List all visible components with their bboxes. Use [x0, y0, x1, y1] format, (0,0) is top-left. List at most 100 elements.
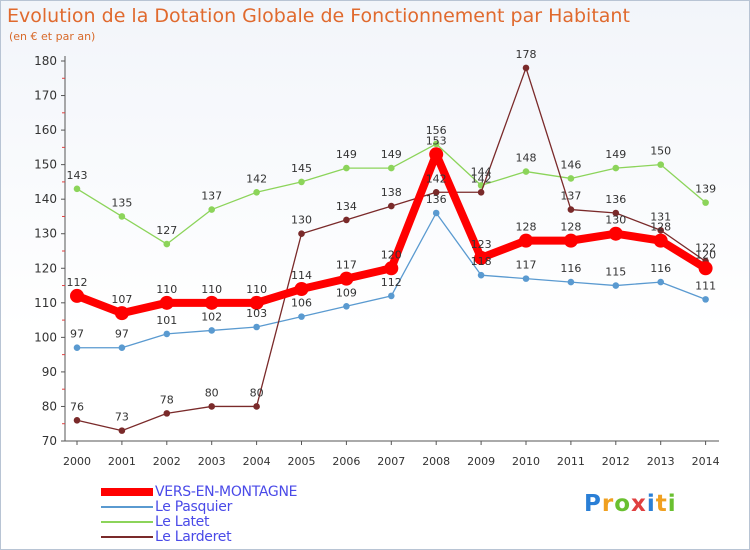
data-label: 136: [426, 193, 447, 206]
data-label: 149: [381, 148, 402, 161]
data-point: [298, 313, 305, 320]
data-point: [388, 292, 395, 300]
data-label: 110: [246, 283, 267, 296]
data-point: [567, 278, 575, 286]
legend-label: VERS-EN-MONTAGNE: [155, 484, 298, 500]
x-tick-label: 2002: [153, 455, 181, 468]
x-tick-label: 2000: [63, 455, 91, 468]
x-tick-label: 2013: [647, 455, 675, 468]
data-label: 127: [156, 224, 177, 237]
data-label: 178: [516, 48, 537, 61]
data-point: [70, 288, 84, 303]
data-point: [522, 275, 530, 282]
data-point: [208, 327, 215, 334]
legend-label: Le Latet: [155, 514, 210, 530]
data-label: 78: [160, 393, 174, 406]
data-label: 156: [426, 124, 447, 137]
data-label: 101: [156, 314, 177, 327]
data-point: [73, 416, 81, 424]
logo-letter: r: [601, 491, 615, 517]
data-point: [522, 64, 530, 72]
data-label: 148: [516, 152, 537, 165]
data-label: 139: [695, 183, 716, 196]
y-tick-label: 130: [34, 227, 57, 241]
data-point: [208, 403, 215, 410]
data-point: [253, 188, 260, 196]
x-tick-label: 2008: [422, 455, 450, 468]
data-label: 138: [381, 186, 402, 199]
data-label: 110: [156, 283, 177, 296]
data-label: 116: [560, 262, 581, 275]
data-label: 115: [605, 266, 626, 279]
data-point: [118, 213, 126, 220]
data-label: 118: [471, 255, 492, 268]
data-label: 142: [426, 172, 447, 185]
data-point: [343, 164, 350, 172]
data-label: 143: [67, 169, 88, 182]
data-point: [477, 188, 485, 196]
data-label: 120: [695, 248, 716, 261]
data-point: [567, 206, 575, 213]
data-point: [208, 206, 215, 213]
data-point: [702, 296, 709, 303]
data-label: 80: [205, 386, 219, 399]
data-label: 73: [115, 411, 129, 424]
data-point: [657, 278, 664, 286]
logo-letter: i: [646, 491, 656, 517]
x-tick-label: 2011: [557, 455, 585, 468]
chart-subtitle: (en € et par an): [9, 30, 96, 43]
data-label: 122: [695, 241, 716, 254]
data-label: 144: [471, 165, 492, 178]
data-point: [343, 216, 350, 224]
data-label: 128: [516, 221, 537, 234]
data-label: 128: [560, 221, 581, 234]
legend-label: Le Larderet: [155, 529, 232, 545]
data-label: 149: [336, 148, 357, 161]
logo-letter: x: [631, 491, 647, 517]
x-tick-label: 2009: [467, 455, 495, 468]
data-point: [432, 209, 440, 217]
data-point: [657, 161, 664, 168]
y-tick-label: 180: [34, 54, 57, 68]
legend-swatch: [101, 506, 153, 508]
data-label: 110: [201, 283, 222, 296]
data-point: [163, 240, 171, 248]
data-point: [118, 427, 126, 434]
x-tick-label: 2007: [377, 455, 405, 468]
data-label: 103: [246, 307, 267, 320]
data-label: 112: [67, 276, 88, 289]
x-tick-label: 2003: [198, 455, 226, 468]
proxiti-logo: Proxiti: [584, 491, 677, 517]
data-point: [612, 164, 620, 172]
data-point: [159, 295, 174, 310]
x-tick-label: 2006: [332, 455, 360, 468]
legend-swatch: [101, 488, 153, 496]
series-vers-en-montagne: [70, 147, 713, 321]
data-point: [653, 233, 668, 248]
series-le-latet: [73, 140, 709, 248]
data-point: [249, 295, 264, 310]
y-tick-label: 150: [34, 158, 57, 172]
y-tick-label: 70: [42, 434, 57, 448]
data-point: [73, 185, 81, 193]
data-point: [474, 250, 489, 265]
data-label: 120: [381, 248, 402, 261]
data-point: [343, 302, 350, 310]
data-point: [388, 164, 395, 172]
legend-swatch: [101, 521, 153, 523]
data-point: [298, 230, 305, 238]
chart-title: Evolution de la Dotation Globale de Fonc…: [7, 5, 630, 27]
data-label: 111: [695, 279, 716, 292]
data-point: [702, 199, 709, 206]
data-label: 106: [291, 297, 312, 310]
data-point: [204, 295, 219, 310]
legend-label: Le Pasquier: [155, 499, 233, 515]
data-label: 149: [605, 148, 626, 161]
data-label: 116: [650, 262, 671, 275]
data-point: [163, 330, 171, 338]
data-point: [567, 175, 575, 182]
data-point: [388, 202, 395, 210]
data-label: 109: [336, 286, 357, 299]
